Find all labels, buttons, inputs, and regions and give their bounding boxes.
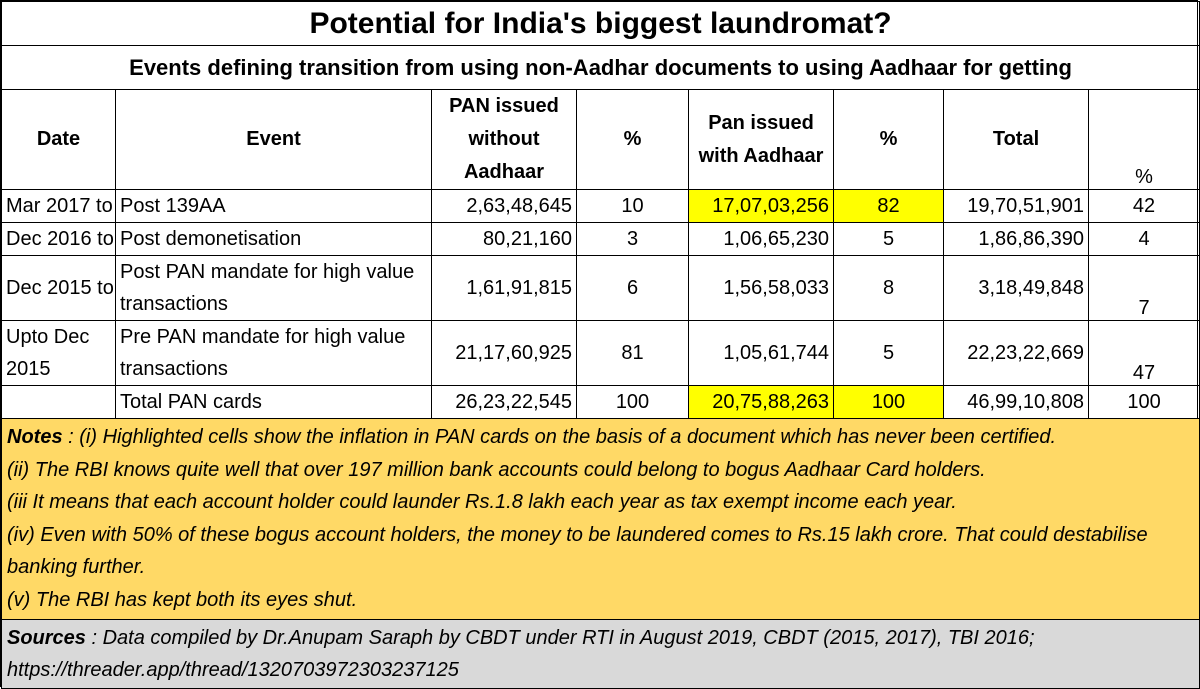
header-pct-with: % <box>833 89 944 190</box>
notes-label: Notes <box>7 426 63 448</box>
cell-pct1: 3 <box>576 222 689 256</box>
cell-without: 26,23,22,545 <box>431 385 577 419</box>
header-total: Total <box>943 89 1089 190</box>
header-pan-with-aadhaar: Pan issued with Aadhaar <box>688 89 834 190</box>
cell-pct2-highlighted: 100 <box>833 385 944 419</box>
header-pct-total: % <box>1087 89 1200 190</box>
cell-pct2: 5 <box>833 320 944 386</box>
cell-date: Dec 2015 to <box>1 255 116 321</box>
cell-pct3: 4 <box>1087 222 1200 256</box>
cell-pct3: 7 <box>1087 255 1200 321</box>
table-row: Mar 2017 to Post 139AA 2,63,48,645 10 17… <box>1 189 1200 223</box>
cell-without: 80,21,160 <box>431 222 577 256</box>
cell-event: Post demonetisation <box>115 222 432 256</box>
cell-with-highlighted: 20,75,88,263 <box>688 385 834 419</box>
cell-pct2: 8 <box>833 255 944 321</box>
notes-line-5: (v) The RBI has kept both its eyes shut. <box>7 588 358 611</box>
sources-text: : Data compiled by Dr.Anupam Saraph by C… <box>7 626 1035 681</box>
cell-date: Mar 2017 to <box>1 189 116 223</box>
notes-block: Notes : (i) Highlighted cells show the i… <box>0 418 1200 620</box>
cell-pct3: 42 <box>1087 189 1200 223</box>
header-pct-without: % <box>576 89 689 190</box>
table-row: Dec 2015 to Post PAN mandate for high va… <box>1 255 1200 321</box>
cell-date <box>1 385 116 419</box>
notes-row: Notes : (i) Highlighted cells show the i… <box>0 418 1200 620</box>
cell-pct1: 10 <box>576 189 689 223</box>
cell-without: 2,63,48,645 <box>431 189 577 223</box>
cell-total: 22,23,22,669 <box>943 320 1089 386</box>
cell-total: 3,18,49,848 <box>943 255 1089 321</box>
cell-with: 1,05,61,744 <box>688 320 834 386</box>
cell-event: Total PAN cards <box>115 385 432 419</box>
cell-pct1: 81 <box>576 320 689 386</box>
cell-event: Post 139AA <box>115 189 432 223</box>
sources-block: Sources : Data compiled by Dr.Anupam Sar… <box>0 618 1200 689</box>
sources-label: Sources <box>7 626 86 649</box>
header-pan-without-aadhaar: PAN issued without Aadhaar <box>431 89 577 190</box>
cell-event: Post PAN mandate for high value transact… <box>115 255 432 321</box>
header-event: Event <box>115 89 432 190</box>
cell-with: 1,06,65,230 <box>688 222 834 256</box>
cell-total: 19,70,51,901 <box>943 189 1089 223</box>
notes-line-1: Notes : (i) Highlighted cells show the i… <box>7 421 1194 454</box>
sources-row: Sources : Data compiled by Dr.Anupam Sar… <box>0 618 1200 689</box>
cell-date: Upto Dec 2015 <box>1 320 116 386</box>
notes-line-3: (iii It means that each account holder c… <box>7 491 957 514</box>
cell-pct3: 47 <box>1087 320 1200 386</box>
cell-without: 1,61,91,815 <box>431 255 577 321</box>
cell-with-highlighted: 17,07,03,256 <box>688 189 834 223</box>
cell-total: 46,99,10,808 <box>943 385 1089 419</box>
cell-date: Dec 2016 to <box>1 222 116 256</box>
table-title: Potential for India's biggest laundromat… <box>0 1 1200 46</box>
cell-pct1: 6 <box>576 255 689 321</box>
header-date: Date <box>1 89 116 190</box>
notes-text: : (i) Highlighted cells show the inflati… <box>62 426 1057 448</box>
cell-total: 1,86,86,390 <box>943 222 1089 256</box>
notes-line-4: (iv) Even with 50% of these bogus accoun… <box>7 523 1148 579</box>
notes-line-2: (ii) The RBI knows quite well that over … <box>7 458 986 481</box>
cell-pct3: 100 <box>1087 385 1200 419</box>
cell-event: Pre PAN mandate for high value transacti… <box>115 320 432 386</box>
sources-line: Sources : Data compiled by Dr.Anupam Sar… <box>7 622 1194 686</box>
header-row: Date Event PAN issued without Aadhaar % … <box>1 89 1200 190</box>
table-row: Dec 2016 to Post demonetisation 80,21,16… <box>1 222 1200 256</box>
cell-pct2: 5 <box>833 222 944 256</box>
cell-without: 21,17,60,925 <box>431 320 577 386</box>
cell-pct2-highlighted: 82 <box>833 189 944 223</box>
table-subtitle: Events defining transition from using no… <box>0 45 1200 90</box>
table-row: Upto Dec 2015 Pre PAN mandate for high v… <box>1 320 1200 386</box>
cell-with: 1,56,58,033 <box>688 255 834 321</box>
total-row: Total PAN cards 26,23,22,545 100 20,75,8… <box>1 385 1200 419</box>
cell-pct1: 100 <box>576 385 689 419</box>
